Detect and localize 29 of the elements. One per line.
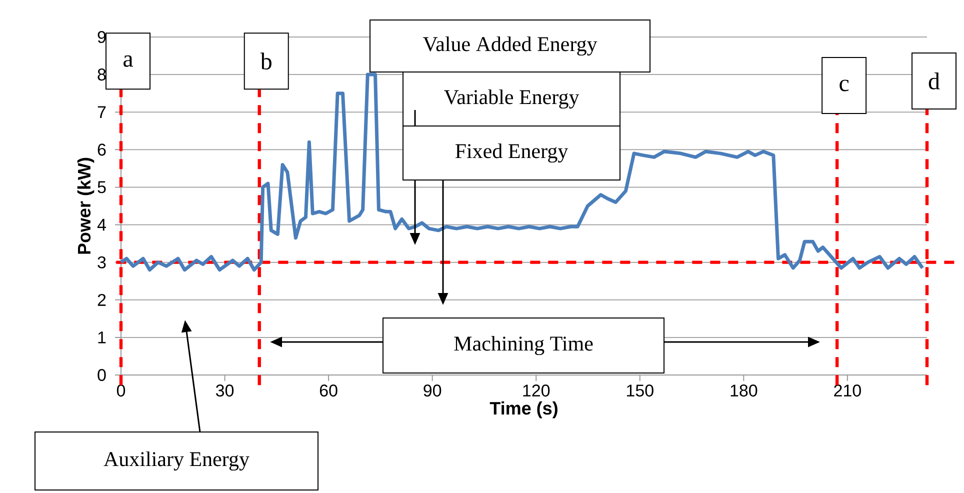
x-tick-label: 30 — [216, 384, 234, 397]
x-axis-title: Time (s) — [490, 401, 558, 418]
y-tick-label: 3 — [98, 256, 106, 268]
y-tick-label: 2 — [98, 294, 106, 306]
text: Auxiliary Energy — [104, 451, 250, 471]
annotation: Value Added Energy — [422, 36, 598, 56]
ref-line-label: a — [124, 55, 133, 67]
x-tick-label: 180 — [730, 384, 758, 397]
annotation: Variable Energy — [444, 89, 580, 109]
y-tick-label: 6 — [98, 144, 106, 156]
x-tick-label: 120 — [523, 384, 550, 397]
x-tick-label: 90 — [424, 384, 442, 397]
y-tick-label: 4 — [97, 218, 106, 231]
y-tick-label: 5 — [98, 181, 106, 194]
x-tick-label: 210 — [834, 384, 861, 397]
x-tick-label: 60 — [320, 384, 338, 397]
ref-line-label: b — [260, 52, 272, 70]
y-tick-label: 1 — [98, 332, 106, 344]
ref-line-label: c — [840, 80, 849, 92]
y-tick-label: 0 — [98, 368, 106, 382]
x-tick-label: 0 — [116, 384, 126, 397]
ref-line-label: d — [928, 72, 940, 90]
y-tick-label: 7 — [98, 106, 106, 118]
annotation: Machining Time — [454, 336, 593, 356]
y-tick-label: 8 — [98, 68, 106, 81]
x-tick-label: 150 — [627, 384, 654, 397]
annotation: Fixed Energy — [455, 143, 568, 163]
y-tick-label: 9 — [98, 30, 106, 44]
y-axis-title: Power (kW) — [77, 158, 94, 254]
